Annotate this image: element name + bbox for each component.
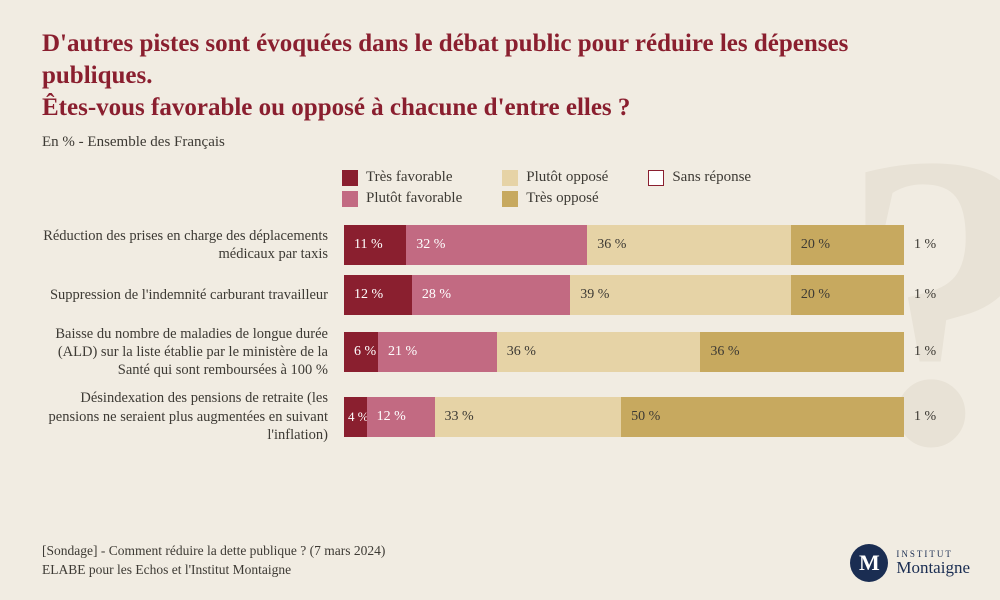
source-footer: [Sondage] - Comment réduire la dette pub… [42,542,385,580]
legend-swatch [502,191,518,207]
logo-badge: M [850,544,888,582]
chart-row: Baisse du nombre de maladies de longue d… [42,325,958,379]
legend-label: Plutôt opposé [526,169,608,186]
legend-swatch [502,170,518,186]
bar-segment: 36 % [587,225,791,265]
bar: 12 %28 %39 %20 % [344,275,904,315]
logo-text: INSTITUT Montaigne [896,550,970,576]
legend-swatch [342,191,358,207]
bar-segment: 11 % [344,225,406,265]
legend-label: Plutôt favorable [366,190,462,207]
bar-segment: 33 % [435,397,622,437]
bar-segment: 32 % [406,225,587,265]
content: D'autres pistes sont évoquées dans le dé… [0,0,1000,444]
legend-item: Sans réponse [648,169,751,186]
bar: 11 %32 %36 %20 % [344,225,904,265]
legend: Très favorable Plutôt favorable Plutôt opp… [342,169,958,207]
bar: 6 %21 %36 %36 % [344,332,904,372]
bar-segment: 21 % [378,332,497,372]
logo-line-2: Montaigne [896,559,970,576]
chart-subtitle: En % - Ensemble des Français [42,134,958,151]
stacked-bar-chart: Réduction des prises en charge des dépla… [42,225,958,444]
logo: M INSTITUT Montaigne [850,544,970,582]
chart-row: Réduction des prises en charge des dépla… [42,225,958,265]
footer-line-2: ELABE pour les Echos et l'Institut Monta… [42,561,385,580]
trailing-value: 1 % [914,237,936,253]
bar-segment: 6 % [344,332,378,372]
legend-item: Très opposé [502,190,608,207]
legend-swatch [342,170,358,186]
chart-row: Suppression de l'indemnité carburant tra… [42,275,958,315]
bar-segment: 20 % [791,225,904,265]
bar-segment: 28 % [412,275,570,315]
legend-label: Sans réponse [672,169,751,186]
legend-item: Plutôt opposé [502,169,608,186]
legend-swatch [648,170,664,186]
bar-segment: 36 % [497,332,701,372]
chart-title: D'autres pistes sont évoquées dans le dé… [42,28,958,124]
bar: 4 %12 %33 %50 % [344,397,904,437]
bar-segment: 39 % [570,275,791,315]
legend-label: Très favorable [366,169,453,186]
bar-segment: 50 % [621,397,904,437]
bar-segment: 20 % [791,275,904,315]
trailing-value: 1 % [914,409,936,425]
legend-item: Très favorable [342,169,462,186]
footer-line-1: [Sondage] - Comment réduire la dette pub… [42,542,385,561]
trailing-value: 1 % [914,344,936,360]
chart-row: Désindexation des pensions de retraite (… [42,389,958,443]
bar-segment: 36 % [700,332,904,372]
row-label: Désindexation des pensions de retraite (… [42,389,332,443]
row-label: Réduction des prises en charge des dépla… [42,227,332,263]
row-label: Baisse du nombre de maladies de longue d… [42,325,332,379]
legend-label: Très opposé [526,190,598,207]
bar-segment: 12 % [344,275,412,315]
trailing-value: 1 % [914,287,936,303]
bar-segment: 12 % [367,397,435,437]
legend-item: Plutôt favorable [342,190,462,207]
bar-segment: 4 % [344,397,367,437]
row-label: Suppression de l'indemnité carburant tra… [42,286,332,304]
